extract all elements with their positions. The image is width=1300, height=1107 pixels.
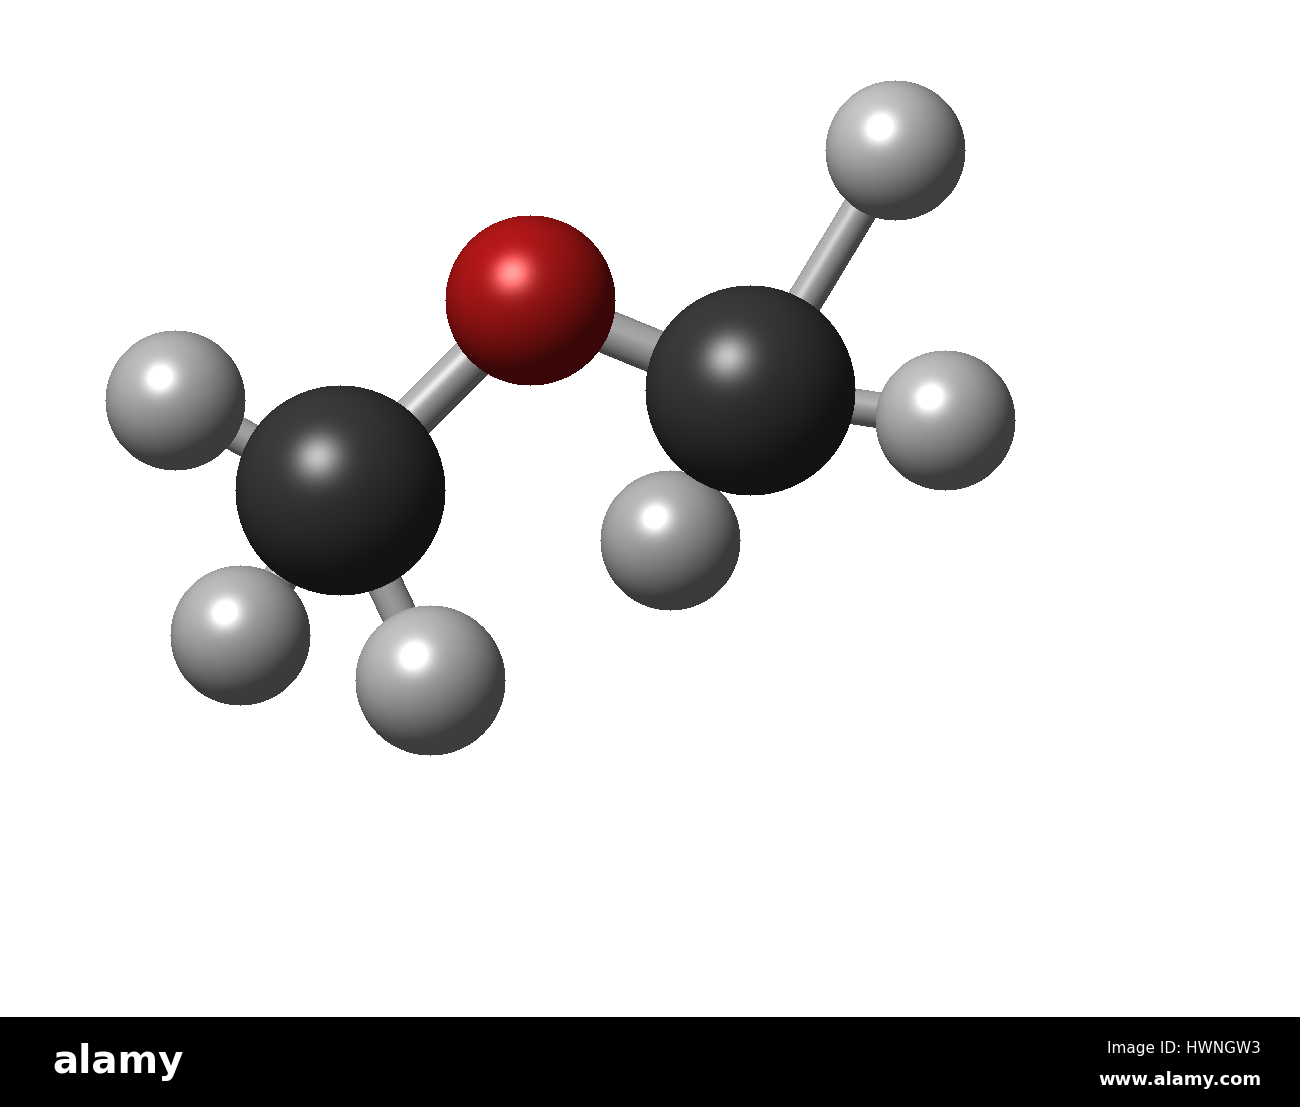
- Text: www.alamy.com: www.alamy.com: [1098, 1070, 1261, 1089]
- Text: Image ID: HWNGW3: Image ID: HWNGW3: [1108, 1041, 1261, 1056]
- Text: alamy: alamy: [52, 1043, 183, 1082]
